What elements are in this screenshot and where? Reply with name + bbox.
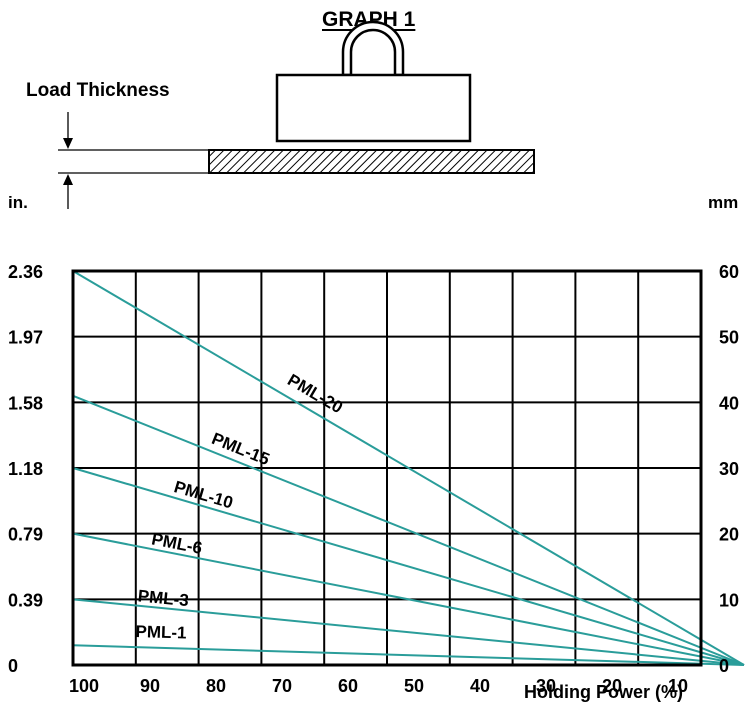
y-tick-right-label: 40: [719, 393, 739, 413]
series-line-pml-1: [72, 644, 745, 666]
y-tick-left-label: 1.58: [8, 393, 43, 413]
chart-grid: [73, 271, 701, 665]
x-tick-label: 10: [668, 676, 688, 696]
thickness-arrow-down-icon: [63, 112, 73, 149]
chart: 00.390.791.181.581.972.36 0102030405060 …: [8, 262, 745, 702]
y-tick-right-label: 30: [719, 459, 739, 479]
y-tick-right-label: 60: [719, 262, 739, 282]
series-line-pml-15: [72, 394, 745, 666]
series-line-pml-6: [72, 532, 745, 666]
series-line-pml-10: [72, 467, 745, 666]
x-axis-label: Holding Power (%): [524, 682, 683, 702]
x-tick-label: 90: [140, 676, 160, 696]
chart-series: [72, 270, 745, 666]
x-ticks: 100 90 80 70 60 50 40 30 20 10: [69, 676, 688, 696]
series-label-pml-3: PML-3: [137, 586, 190, 610]
magnet-illustration: [58, 20, 535, 209]
magnet-body: [275, 73, 472, 143]
x-tick-label: 70: [272, 676, 292, 696]
x-tick-label: 20: [602, 676, 622, 696]
graph-title: GRAPH 1: [322, 8, 416, 31]
y-tick-right-label: 50: [719, 328, 739, 348]
thickness-arrow-up-icon: [63, 174, 73, 209]
series-label-pml-20: PML-20: [284, 370, 346, 417]
y-tick-left-label: 1.18: [8, 459, 43, 479]
x-tick-label: 40: [470, 676, 490, 696]
x-tick-label: 30: [536, 676, 556, 696]
x-tick-label: 80: [206, 676, 226, 696]
y-tick-left-label: 0.79: [8, 525, 43, 545]
magnet-handle-icon: [341, 20, 405, 77]
y-tick-left-label: 1.97: [8, 328, 43, 348]
y-tick-right-label: 10: [719, 590, 739, 610]
plot-frame: [71, 269, 703, 667]
left-unit-label: in.: [8, 193, 28, 212]
y-tick-left-label: 0: [8, 656, 18, 676]
x-tick-label: 100: [69, 676, 99, 696]
y-tick-right-label: 0: [719, 656, 729, 676]
x-tick-label: 60: [338, 676, 358, 696]
y-ticks-right: 0 10 20 30 40 50 60: [719, 262, 739, 676]
series-label-pml-1: PML-1: [135, 622, 187, 642]
right-unit-label: mm: [708, 193, 739, 212]
load-thickness-label: Load Thickness: [26, 80, 170, 101]
y-tick-left-label: 0.39: [8, 590, 43, 610]
y-tick-right-label: 20: [719, 525, 739, 545]
load-plate: [208, 149, 535, 174]
series-line-pml-3: [72, 598, 745, 666]
x-tick-label: 50: [404, 676, 424, 696]
y-ticks-left: 0 0.39 0.79 1.18 1.58 1.97 2.36: [8, 262, 43, 676]
y-tick-left-label: 2.36: [8, 262, 43, 282]
series-line-pml-20: [72, 270, 745, 666]
